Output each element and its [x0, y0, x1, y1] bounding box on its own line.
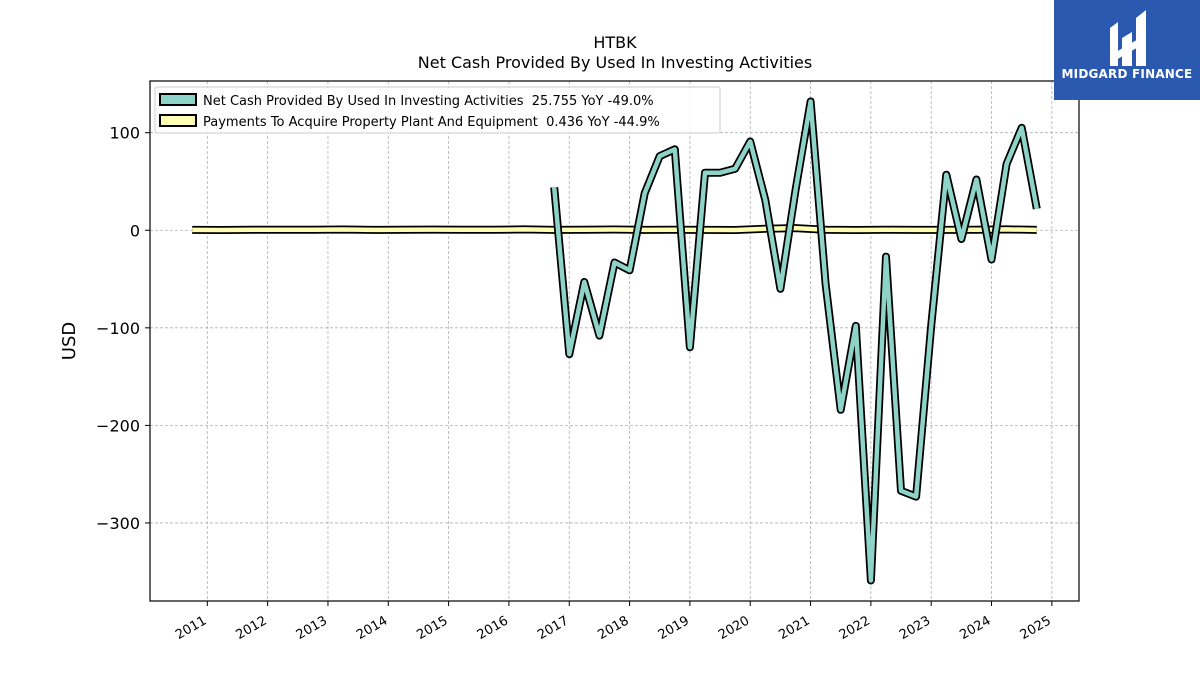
y-tick-label: −100: [96, 319, 140, 338]
legend-swatch-series-2: [159, 114, 197, 127]
legend: Net Cash Provided By Used In Investing A…: [154, 86, 721, 134]
legend-swatch-series-1: [159, 93, 197, 106]
legend-box: [154, 86, 721, 134]
brand-name: MIDGARD FINANCE: [1061, 67, 1193, 81]
series-layer: [192, 97, 1041, 585]
legend-label-series-2: Payments To Acquire Property Plant And E…: [203, 115, 660, 130]
y-axis: 100 0 −100 −200 −300: [96, 124, 150, 533]
y-axis-label: USD: [59, 322, 80, 360]
y-tick-label: −300: [96, 514, 140, 533]
logo-mark-icon: [1110, 10, 1146, 66]
plot-frame: [149, 80, 1080, 602]
series-2-line: [192, 225, 1037, 233]
chart-subtitle: Net Cash Provided By Used In Investing A…: [418, 53, 812, 72]
legend-label-series-1: Net Cash Provided By Used In Investing A…: [203, 94, 654, 109]
grid: [150, 81, 1079, 601]
y-tick-label: 0: [130, 221, 140, 240]
chart-title: HTBK: [593, 33, 637, 52]
series-1-line: [551, 99, 1040, 583]
brand-logo: MIDGARD FINANCE: [1054, 0, 1200, 100]
y-tick-label: 100: [109, 124, 140, 143]
y-tick-label: −200: [96, 416, 140, 435]
